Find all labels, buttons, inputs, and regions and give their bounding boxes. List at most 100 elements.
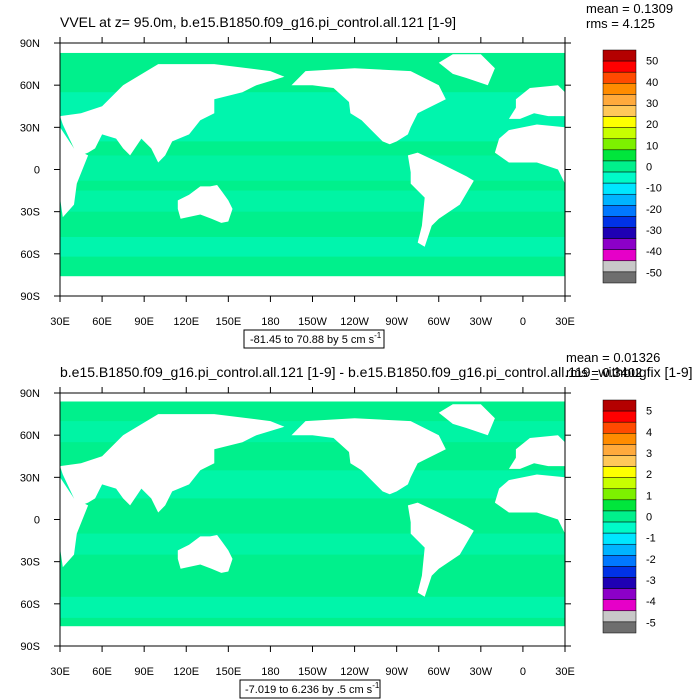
range-label: -81.45 to 70.88 by 5 cm s-1 (250, 331, 382, 346)
colorbar-cell (602, 410, 637, 423)
colorbar-label: -4 (646, 596, 656, 608)
colorbar-cell (602, 433, 637, 445)
x-tick-label: 150E (215, 316, 241, 328)
colorbar-cell (602, 171, 637, 184)
land-polygon (60, 127, 89, 218)
x-tick-label: 60E (92, 316, 112, 328)
y-tick-label: 0 (34, 515, 40, 527)
land-polar-north (60, 43, 565, 53)
colorbar-cell (602, 477, 637, 490)
x-tick-label: 90W (385, 316, 408, 328)
x-tick-label: 60W (427, 666, 450, 678)
colorbar-cell (602, 499, 637, 512)
land-polygon (438, 404, 495, 436)
colorbar-cell (602, 193, 637, 206)
x-tick-label: 30E (50, 666, 70, 678)
x-tick-label: 30W (470, 666, 493, 678)
x-tick-label: 120W (340, 316, 369, 328)
colorbar-cell (602, 260, 637, 273)
colorbar-cell (602, 399, 637, 412)
land-polygon (508, 435, 565, 469)
mean-stat: mean = 0.1309 (586, 1, 673, 16)
colorbar-cell (602, 105, 637, 117)
colorbar-label: 0 (646, 512, 652, 524)
chart-title: VVEL at z= 95.0m, b.e15.B1850.f09_g16.pi… (60, 14, 456, 30)
x-tick-label: 150E (215, 666, 241, 678)
land-polygon (291, 418, 446, 495)
colorbar-cell (602, 444, 637, 456)
colorbar-cell (602, 138, 637, 151)
y-axis: 90N 60N 30N 0 30S 60S 90S (20, 388, 571, 653)
x-tick-label: 90W (385, 666, 408, 678)
ocean-band (60, 155, 565, 181)
colorbar-label: 3 (646, 448, 652, 460)
x-tick-label: 180 (261, 666, 279, 678)
ocean-band (60, 596, 565, 618)
colorbar-cell (602, 621, 637, 634)
x-tick-label: 120E (173, 666, 199, 678)
colorbar-label: 10 (646, 140, 658, 152)
colorbar-cell (602, 599, 637, 612)
colorbar-label: -20 (646, 204, 662, 216)
chart-title: b.e15.B1850.f09_g16.pi_control.all.121 [… (60, 364, 693, 380)
x-tick-label: 60W (427, 316, 450, 328)
rms-stat: rms = 4.125 (586, 16, 655, 31)
x-tick-label: 180 (261, 316, 279, 328)
colorbar-cell (602, 532, 637, 545)
x-axis: 30E 60E 90E 120E 150E 180 150W 120W 90W 60W 30W 0 30… (50, 37, 575, 328)
y-tick-label: 90N (20, 388, 40, 400)
colorbar-cell (602, 216, 637, 228)
x-tick-label: 120W (340, 666, 369, 678)
vvel-map-panel: VVEL at z= 95.0m, b.e15.B1850.f09_g16.pi… (20, 1, 673, 349)
range-label: -7.019 to 6.236 by .5 cm s-1 (245, 681, 380, 696)
land-polygon (508, 85, 565, 119)
colorbar-cell (602, 205, 637, 217)
colorbar-cell (602, 466, 637, 478)
colorbar-label: 4 (646, 427, 652, 439)
colorbar-cell (602, 160, 637, 173)
y-tick-label: 60S (20, 599, 40, 611)
colorbar-cell (602, 577, 637, 589)
y-tick-label: 30S (20, 557, 40, 569)
colorbar-cell (602, 566, 637, 578)
colorbar-label: 40 (646, 77, 658, 89)
colorbar-cell (602, 182, 637, 195)
y-axis: 90N 60N 30N 0 30S 60S 90S (20, 38, 571, 303)
y-tick-label: 30N (20, 122, 40, 134)
colorbar-cell (602, 488, 637, 501)
x-tick-label: 30W (470, 316, 493, 328)
land-polar-north (60, 393, 565, 402)
colorbar-cell (602, 249, 637, 262)
land-polygon (177, 185, 233, 223)
y-tick-label: 60S (20, 249, 40, 261)
colorbar-cell (602, 238, 637, 250)
colorbar-cell (602, 555, 637, 567)
range-label-box (243, 329, 385, 349)
ocean-band (60, 533, 565, 555)
colorbar-label: 0 (646, 162, 652, 174)
x-tick-label: 120E (173, 316, 199, 328)
colorbar-label: 5 (646, 406, 652, 418)
x-tick-label: 0 (520, 316, 526, 328)
range-label-box (239, 679, 381, 699)
colorbar-label: -3 (646, 575, 656, 587)
colorbar-label: -10 (646, 183, 662, 195)
land-polygon (407, 152, 474, 247)
y-tick-label: 90N (20, 38, 40, 50)
land-polygon (60, 64, 285, 163)
x-tick-label: 0 (520, 666, 526, 678)
x-tick-label: 150W (298, 316, 327, 328)
colorbar-label: -5 (646, 617, 656, 629)
x-tick-label: 60E (92, 666, 112, 678)
colorbar-label: -2 (646, 554, 656, 566)
x-tick-label: 30E (555, 666, 575, 678)
colorbar-cell (602, 510, 637, 523)
colorbar-cell (602, 149, 637, 162)
x-tick-label: 30E (50, 316, 70, 328)
land-antarctica (60, 276, 565, 296)
y-tick-label: 60N (20, 80, 40, 92)
land-mask (60, 393, 565, 646)
y-tick-label: 30S (20, 207, 40, 219)
ocean-band (60, 236, 565, 257)
colorbar-cell (602, 610, 637, 623)
